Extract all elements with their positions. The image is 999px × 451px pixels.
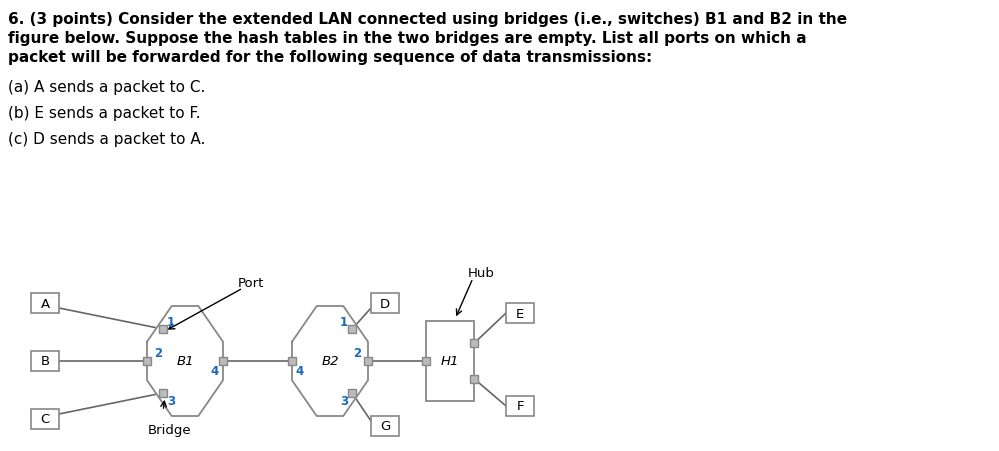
Text: E: E [515,307,524,320]
Bar [364,357,372,365]
Bar [348,389,356,397]
Text: packet will be forwarded for the following sequence of data transmissions:: packet will be forwarded for the followi… [8,50,652,65]
Bar [219,357,227,365]
Bar [31,351,59,371]
Bar [506,304,534,323]
Text: figure below. Suppose the hash tables in the two bridges are empty. List all por: figure below. Suppose the hash tables in… [8,31,806,46]
Bar [470,340,478,348]
Text: Bridge: Bridge [148,423,192,436]
Text: C: C [40,413,50,426]
Text: B2: B2 [322,355,339,368]
Text: 3: 3 [167,395,175,408]
Bar [470,375,478,383]
Bar [288,357,296,365]
Text: 4: 4 [296,365,304,377]
Bar [422,357,430,365]
Bar [31,409,59,429]
Text: (b) E sends a packet to F.: (b) E sends a packet to F. [8,106,201,121]
Text: 6. (3 points) Consider the extended LAN connected using bridges (i.e., switches): 6. (3 points) Consider the extended LAN … [8,12,847,27]
Bar [348,325,356,333]
Text: 4: 4 [211,365,219,377]
Bar [159,389,167,397]
Bar [426,321,474,401]
Bar [159,325,167,333]
Text: (c) D sends a packet to A.: (c) D sends a packet to A. [8,132,206,147]
Text: G: G [380,419,391,433]
Text: B1: B1 [176,355,194,368]
Text: F: F [516,400,523,413]
Bar [143,357,151,365]
Text: H1: H1 [441,355,460,368]
Text: B: B [40,355,50,368]
Polygon shape [147,306,223,416]
Text: Port: Port [238,276,265,290]
Text: (a) A sends a packet to C.: (a) A sends a packet to C. [8,80,206,95]
Polygon shape [292,306,368,416]
Text: Hub: Hub [468,267,495,279]
Text: 1: 1 [340,315,348,328]
Bar [31,293,59,313]
Bar [506,396,534,416]
Bar [371,416,399,436]
Text: A: A [40,297,50,310]
Text: 3: 3 [340,395,348,408]
Text: 2: 2 [353,347,361,360]
Bar [371,293,399,313]
Text: 2: 2 [154,347,162,360]
Text: D: D [380,297,390,310]
Text: 1: 1 [167,315,175,328]
